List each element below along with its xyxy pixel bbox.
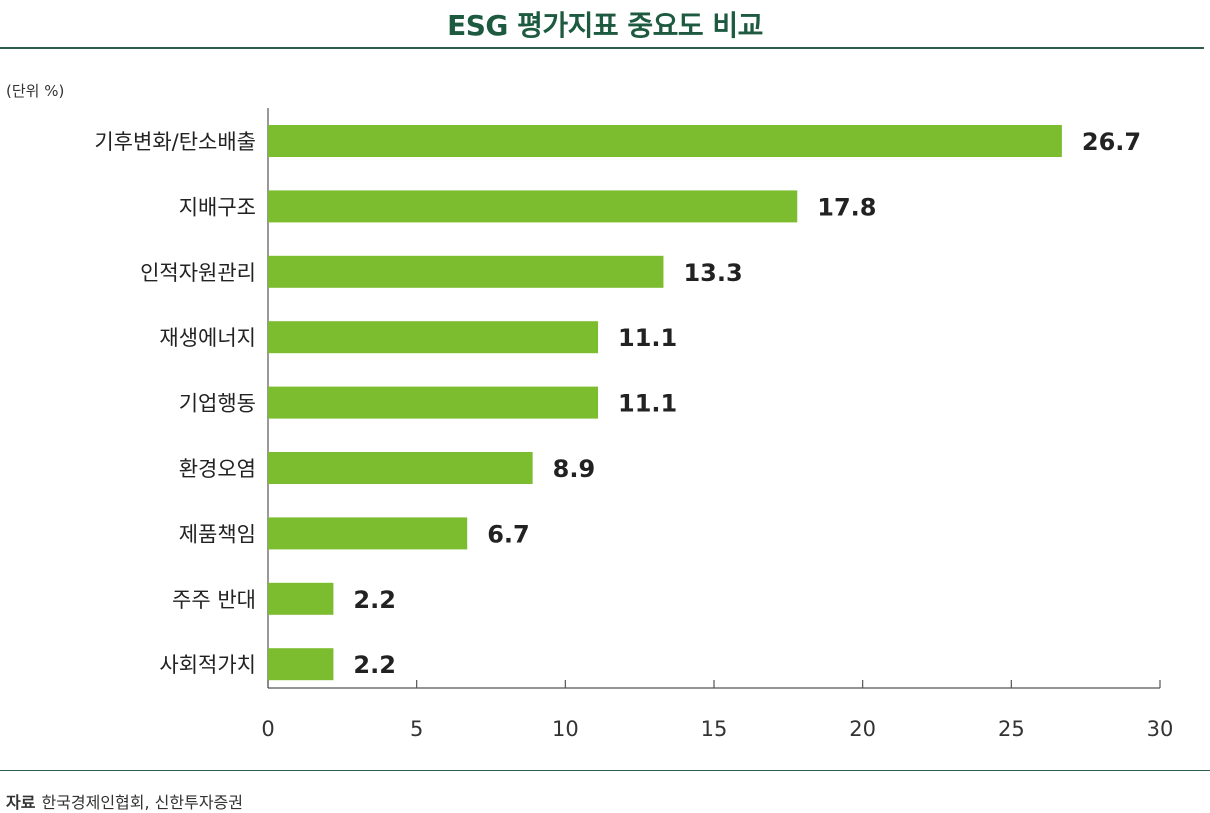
value-label-1: 26.7 bbox=[1082, 128, 1141, 156]
bar-7 bbox=[268, 517, 468, 550]
category-label-6: 환경오염 bbox=[179, 457, 256, 481]
value-label-4: 11.1 bbox=[618, 324, 677, 352]
unit-label: (단위 %) bbox=[6, 82, 65, 100]
bar-4 bbox=[268, 321, 599, 354]
source-text: 한국경제인협회, 신한투자증권 bbox=[41, 793, 243, 812]
value-label-8: 2.2 bbox=[353, 586, 396, 614]
category-label-8: 주주 반대 bbox=[172, 588, 256, 612]
bar-5 bbox=[268, 386, 599, 419]
x-tick-label-0: 0 bbox=[261, 717, 274, 741]
x-tick-label-20: 20 bbox=[849, 717, 876, 741]
bar-3 bbox=[268, 255, 664, 288]
title-divider bbox=[0, 47, 1204, 49]
bar-8 bbox=[268, 582, 334, 615]
x-tick-label-25: 25 bbox=[998, 717, 1025, 741]
category-label-2: 지배구조 bbox=[179, 195, 256, 219]
x-tick-label-30: 30 bbox=[1147, 717, 1174, 741]
bar-6 bbox=[268, 452, 533, 484]
value-label-2: 17.8 bbox=[817, 193, 876, 221]
category-label-7: 제품책임 bbox=[179, 522, 256, 546]
bar-2 bbox=[268, 190, 798, 223]
bar-9 bbox=[268, 648, 334, 681]
x-tick-label-5: 5 bbox=[410, 717, 423, 741]
value-label-6: 8.9 bbox=[553, 455, 596, 483]
x-tick-label-10: 10 bbox=[552, 717, 579, 741]
value-label-7: 6.7 bbox=[487, 520, 530, 548]
category-label-4: 재생에너지 bbox=[159, 326, 256, 350]
source-note: 자료 한국경제인협회, 신한투자증권 bbox=[6, 789, 243, 813]
value-label-9: 2.2 bbox=[353, 651, 396, 679]
category-label-9: 사회적가치 bbox=[159, 653, 256, 677]
category-label-5: 기업행동 bbox=[179, 392, 256, 416]
category-label-1: 기후변화/탄소배출 bbox=[94, 130, 256, 154]
value-label-5: 11.1 bbox=[618, 390, 677, 418]
x-tick-label-15: 15 bbox=[701, 717, 728, 741]
value-label-3: 13.3 bbox=[683, 259, 742, 287]
category-label-3: 인적자원관리 bbox=[140, 261, 256, 285]
chart-title: ESG 평가지표 중요도 비교 bbox=[447, 9, 763, 42]
source-divider bbox=[0, 770, 1210, 771]
source-label: 자료 bbox=[6, 793, 36, 812]
bar-1 bbox=[268, 125, 1062, 157]
